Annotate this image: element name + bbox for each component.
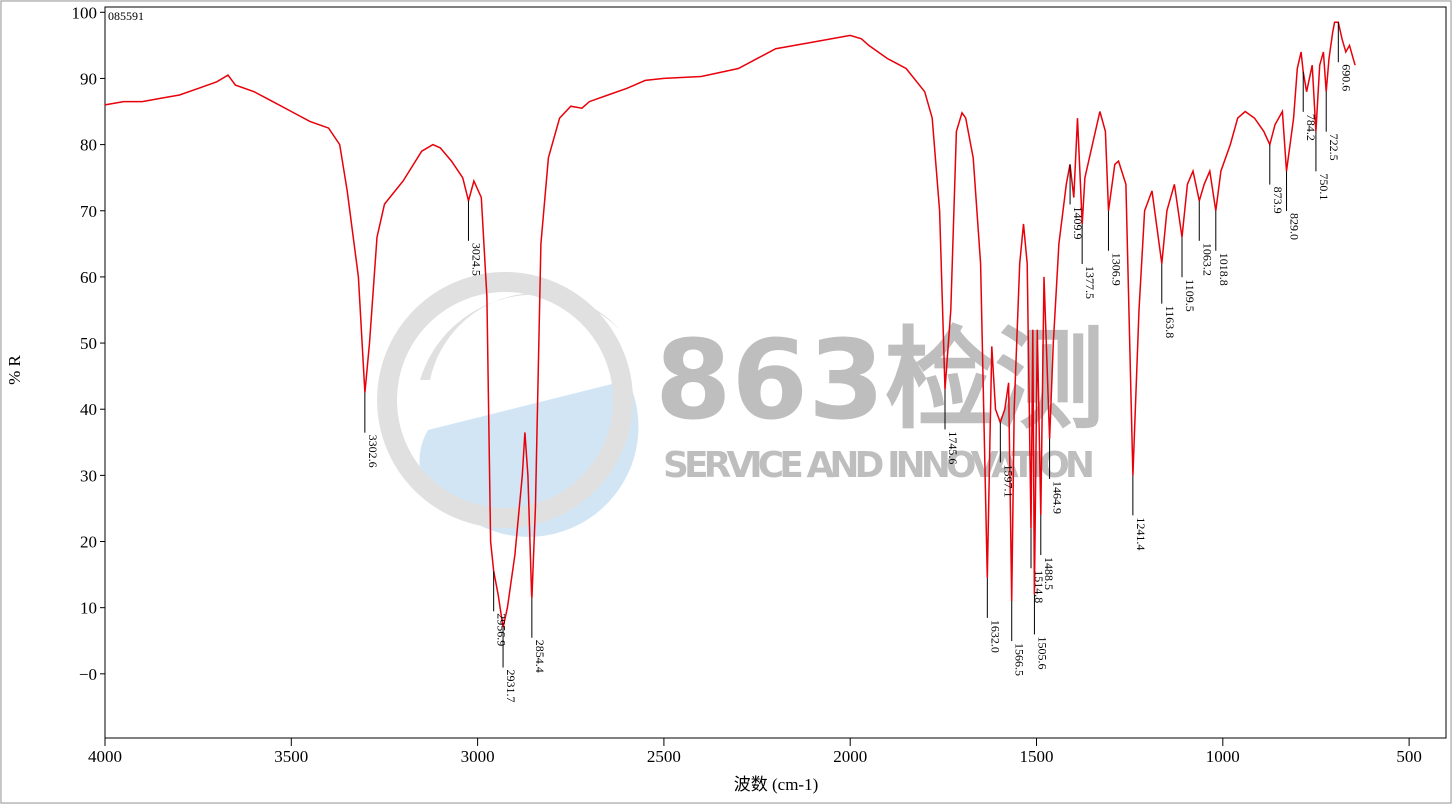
peak-label: 1163.8 — [1163, 306, 1177, 339]
y-tick-label: 30 — [80, 466, 97, 485]
y-tick-label: 40 — [80, 400, 97, 419]
logo-ring — [377, 272, 633, 528]
y-tick-label: 50 — [80, 334, 97, 353]
peak-label: 1241.4 — [1134, 517, 1148, 550]
peak-label: 1597.1 — [1001, 464, 1015, 497]
peak-label: 1632.0 — [988, 620, 1002, 653]
peak-label: 1063.2 — [1200, 243, 1214, 276]
y-tick-label: 70 — [80, 202, 97, 221]
peak-label: 3302.6 — [366, 435, 380, 468]
peak-label: 1464.9 — [1051, 481, 1065, 514]
x-tick-label: 3000 — [461, 747, 495, 766]
peak-label: 1514.8 — [1032, 570, 1046, 603]
peak-label: 1018.8 — [1217, 253, 1231, 286]
logo-swoosh — [419, 380, 639, 537]
x-tick-label: 4000 — [88, 747, 122, 766]
peak-label: 1566.5 — [1013, 643, 1027, 676]
y-tick-label: 60 — [80, 268, 97, 287]
watermark: 863检测 SERVICE AND INNOVATION — [377, 272, 1105, 537]
x-tick-label: 3500 — [274, 747, 308, 766]
peak-label: 1505.6 — [1035, 636, 1049, 669]
peak-label: 2931.7 — [504, 670, 518, 703]
peak-label: 1745.6 — [946, 431, 960, 464]
x-tick-label: 1000 — [1206, 747, 1240, 766]
logo-arc — [420, 292, 620, 380]
peak-label: 1377.5 — [1083, 266, 1097, 299]
peak-label: 3024.5 — [469, 243, 483, 276]
peak-label: 690.6 — [1339, 64, 1353, 91]
sample-label: 085591 — [108, 9, 144, 23]
spectrum-line — [104, 21, 1356, 628]
y-axis-label: % R — [5, 354, 24, 384]
peak-label: 829.0 — [1288, 213, 1302, 240]
peak-label: 722.5 — [1327, 134, 1341, 161]
peak-label: 2854.4 — [533, 640, 547, 673]
y-tick-label: 20 — [80, 533, 97, 552]
y-tick-label: 80 — [80, 136, 97, 155]
watermark-slogan: SERVICE AND INNOVATION — [663, 445, 1095, 486]
y-tick-label: −0 — [79, 665, 97, 684]
x-tick-label: 1500 — [1020, 747, 1054, 766]
peak-label: 2956.9 — [495, 613, 509, 646]
x-tick-label: 2000 — [833, 747, 867, 766]
peak-label: 750.1 — [1317, 173, 1331, 200]
peak-label: 1409.9 — [1071, 206, 1085, 239]
peak-label: 1306.9 — [1109, 253, 1123, 286]
y-tick-label: 90 — [80, 69, 97, 88]
x-axis-label: 波数 (cm-1) — [734, 775, 819, 794]
peak-label: 784.2 — [1304, 114, 1318, 141]
y-tick-label: 10 — [80, 599, 97, 618]
peak-label: 873.9 — [1271, 187, 1285, 214]
plot-area — [104, 6, 1447, 739]
x-tick-label: 500 — [1396, 747, 1422, 766]
peak-label: 1109.5 — [1183, 279, 1197, 312]
x-tick-label: 2500 — [647, 747, 681, 766]
peak-label: 1488.5 — [1042, 557, 1056, 590]
y-tick-label: 100 — [72, 3, 98, 22]
